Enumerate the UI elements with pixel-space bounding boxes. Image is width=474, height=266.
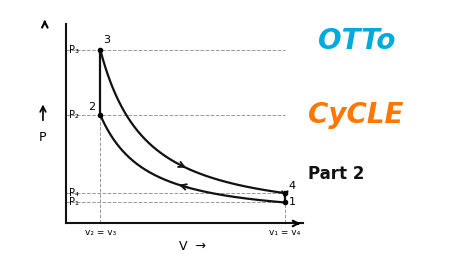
Text: 4: 4 [289, 181, 296, 191]
Text: P: P [39, 131, 47, 144]
Text: CyCLE: CyCLE [308, 101, 403, 129]
Text: 3: 3 [103, 35, 110, 45]
Text: P₁: P₁ [69, 197, 79, 207]
Text: 1: 1 [289, 197, 296, 207]
Text: Part 2: Part 2 [308, 165, 365, 183]
Text: P₄: P₄ [69, 188, 79, 198]
Text: P₂: P₂ [69, 110, 79, 120]
Text: V  →: V → [179, 240, 206, 253]
Text: P₃: P₃ [69, 44, 79, 55]
Text: OTTo: OTTo [318, 27, 395, 55]
Text: 2: 2 [88, 102, 95, 112]
